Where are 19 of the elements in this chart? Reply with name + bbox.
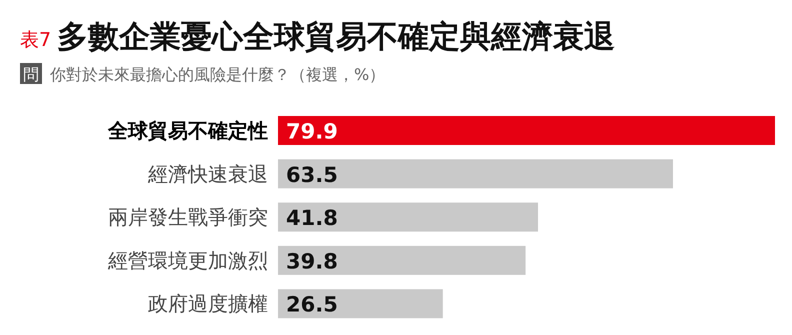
bar <box>278 202 538 232</box>
chart-subtitle: 你對於未來最擔心的風險是什麼？（複選，%） <box>49 65 386 84</box>
text: 表7 <box>20 29 52 51</box>
data-label: 79.9 <box>286 120 338 144</box>
y-tick-label: 政府過度擴權 <box>148 292 268 316</box>
chart-title: 多數企業憂心全球貿易不確定與經濟衰退 <box>57 19 616 55</box>
data-label: 39.8 <box>286 249 338 274</box>
bar <box>278 246 526 275</box>
y-tick-label: 經濟快速衰退 <box>147 162 268 186</box>
data-label: 41.8 <box>286 206 338 230</box>
y-tick-label: 兩岸發生戰爭衝突 <box>108 205 268 230</box>
y-tick-label: 經營環境更加激烈 <box>107 248 268 272</box>
text: 問 <box>23 65 39 84</box>
data-label: 63.5 <box>286 162 338 187</box>
bar <box>278 116 775 145</box>
bar <box>278 289 443 318</box>
y-tick-label: 全球貿易不確定性 <box>107 118 268 142</box>
data-label: 26.5 <box>286 292 338 317</box>
bar <box>278 159 673 188</box>
